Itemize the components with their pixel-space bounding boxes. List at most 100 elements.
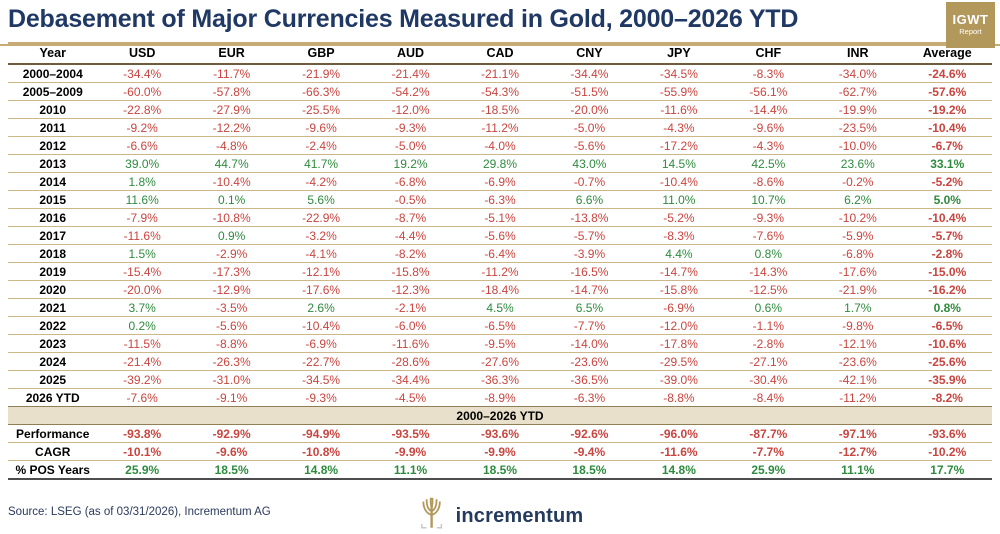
value-cell: -6.8% — [394, 174, 427, 189]
title-divider — [0, 44, 1000, 46]
value-cell: -36.3% — [480, 372, 519, 387]
value-cell: -7.9% — [126, 210, 158, 225]
value-cell: -18.5% — [480, 102, 519, 117]
value-cell: -8.8% — [663, 390, 695, 405]
value-cell: -9.2% — [126, 120, 158, 135]
value-cell: 4.5% — [486, 300, 514, 315]
value-cell: -3.5% — [215, 300, 248, 315]
value-cell: -14.7% — [659, 264, 698, 279]
value-cell: -92.9% — [212, 426, 251, 441]
value-cell: -6.9% — [484, 174, 516, 189]
value-cell: -12.1% — [302, 264, 341, 279]
table-row: 2026 YTD -7.6% -9.1% -9.3% -4.5% -8.9% -6.3% -8… — [8, 389, 992, 407]
average-cell: -10.6% — [928, 336, 967, 351]
row-label: 2015 — [39, 192, 67, 207]
value-cell: 25.9% — [751, 462, 786, 477]
value-cell: -8.8% — [215, 336, 248, 351]
value-cell: 39.0% — [125, 156, 160, 171]
value-cell: -8.7% — [394, 210, 427, 225]
average-cell: -6.5% — [931, 318, 963, 333]
average-cell: -19.2% — [928, 102, 967, 117]
table-row: 2012 -6.6% -4.8% -2.4% -5.0% -4.0% -5.6% -17.2%… — [8, 137, 992, 155]
average-cell: -6.7% — [931, 138, 963, 153]
value-cell: 18.5% — [572, 462, 607, 477]
value-cell: 11.0% — [662, 192, 696, 207]
value-cell: -5.1% — [484, 210, 516, 225]
value-cell: 2.6% — [307, 300, 335, 315]
average-cell: 5.0% — [933, 192, 961, 207]
value-cell: -13.8% — [570, 210, 609, 225]
value-cell: 18.5% — [214, 462, 249, 477]
value-cell: -34.4% — [570, 66, 609, 81]
table-row: 2011 -9.2% -12.2% -9.6% -9.3% -11.2% -5.0% -4.3… — [8, 119, 992, 137]
table-row: 2019 -15.4% -17.3% -12.1% -15.8% -11.2% -16.5%… — [8, 263, 992, 281]
summary-row: Performance -93.8% -92.9% -94.9% -93.5% -93.6… — [8, 425, 992, 443]
value-cell: -2.1% — [394, 300, 427, 315]
value-cell: -25.5% — [302, 102, 341, 117]
value-cell: -2.8% — [752, 336, 785, 351]
value-cell: -34.4% — [123, 66, 162, 81]
average-cell: -10.4% — [928, 210, 967, 225]
table-row: 2016 -7.9% -10.8% -22.9% -8.7% -5.1% -13.8% -5.… — [8, 209, 992, 227]
value-cell: -21.4% — [123, 354, 162, 369]
value-cell: 6.5% — [575, 300, 604, 315]
table-row: 2000–2004 -34.4% -11.7% -21.9% -21.4% -21.1% -… — [8, 64, 992, 83]
value-cell: 23.6% — [840, 156, 875, 171]
value-cell: -27.6% — [480, 354, 519, 369]
column-header: CAD — [455, 42, 545, 65]
value-cell: -92.6% — [570, 426, 609, 441]
average-cell: -93.6% — [928, 426, 967, 441]
row-label: 2023 — [39, 336, 67, 351]
value-cell: -4.0% — [484, 138, 516, 153]
value-cell: 14.8% — [661, 462, 696, 477]
value-cell: -9.1% — [215, 390, 248, 405]
value-cell: -8.9% — [484, 390, 516, 405]
value-cell: -12.7% — [838, 444, 877, 459]
column-header: AUD — [365, 42, 456, 65]
value-cell: 6.6% — [575, 192, 604, 207]
table-row: 2023 -11.5% -8.8% -6.9% -11.6% -9.5% -14.0% -17… — [8, 335, 992, 353]
value-cell: 4.4% — [665, 246, 693, 261]
value-cell: -5.0% — [394, 138, 427, 153]
value-cell: -56.1% — [749, 84, 788, 99]
value-cell: -5.0% — [573, 120, 606, 135]
row-label: 2013 — [39, 156, 67, 171]
value-cell: 43.0% — [572, 156, 607, 171]
incrementum-logo: incrementum — [417, 497, 584, 534]
column-header: CHF — [723, 42, 814, 65]
average-cell: -15.0% — [928, 264, 967, 279]
value-cell: 41.7% — [304, 156, 339, 171]
igwt-report-badge: IGWT Report — [946, 2, 995, 48]
average-cell: -25.6% — [928, 354, 967, 369]
value-cell: -11.6% — [660, 444, 698, 459]
row-label: 2025 — [39, 372, 67, 387]
value-cell: -57.8% — [212, 84, 251, 99]
value-cell: 11.6% — [125, 192, 159, 207]
value-cell: -12.9% — [212, 282, 251, 297]
row-label: 2018 — [39, 246, 67, 261]
value-cell: -34.5% — [302, 372, 341, 387]
summary-row: CAGR -10.1% -9.6% -10.8% -9.9% -9.9% -9.4% -11.… — [8, 443, 992, 461]
value-cell: 44.7% — [214, 156, 249, 171]
section-banner: 2000–2026 YTD — [8, 406, 992, 425]
value-cell: -17.6% — [838, 264, 877, 279]
value-cell: -1.1% — [752, 318, 785, 333]
column-header: GBP — [276, 42, 366, 65]
value-cell: -9.6% — [752, 120, 785, 135]
value-cell: -22.7% — [302, 354, 341, 369]
value-cell: -14.7% — [570, 282, 609, 297]
value-cell: -10.1% — [123, 444, 162, 459]
column-header: JPY — [634, 42, 724, 65]
value-cell: -17.6% — [302, 282, 341, 297]
value-cell: -6.3% — [573, 390, 606, 405]
value-cell: -8.2% — [394, 246, 427, 261]
value-cell: -97.1% — [838, 426, 877, 441]
source-note: Source: LSEG (as of 03/31/2026), Increme… — [8, 506, 271, 518]
value-cell: -30.4% — [749, 372, 788, 387]
value-cell: -5.6% — [573, 138, 606, 153]
row-label: 2000–2004 — [22, 66, 83, 81]
value-cell: -26.3% — [212, 354, 251, 369]
value-cell: -29.5% — [659, 354, 698, 369]
value-cell: -8.6% — [752, 174, 785, 189]
value-cell: -10.2% — [838, 210, 877, 225]
